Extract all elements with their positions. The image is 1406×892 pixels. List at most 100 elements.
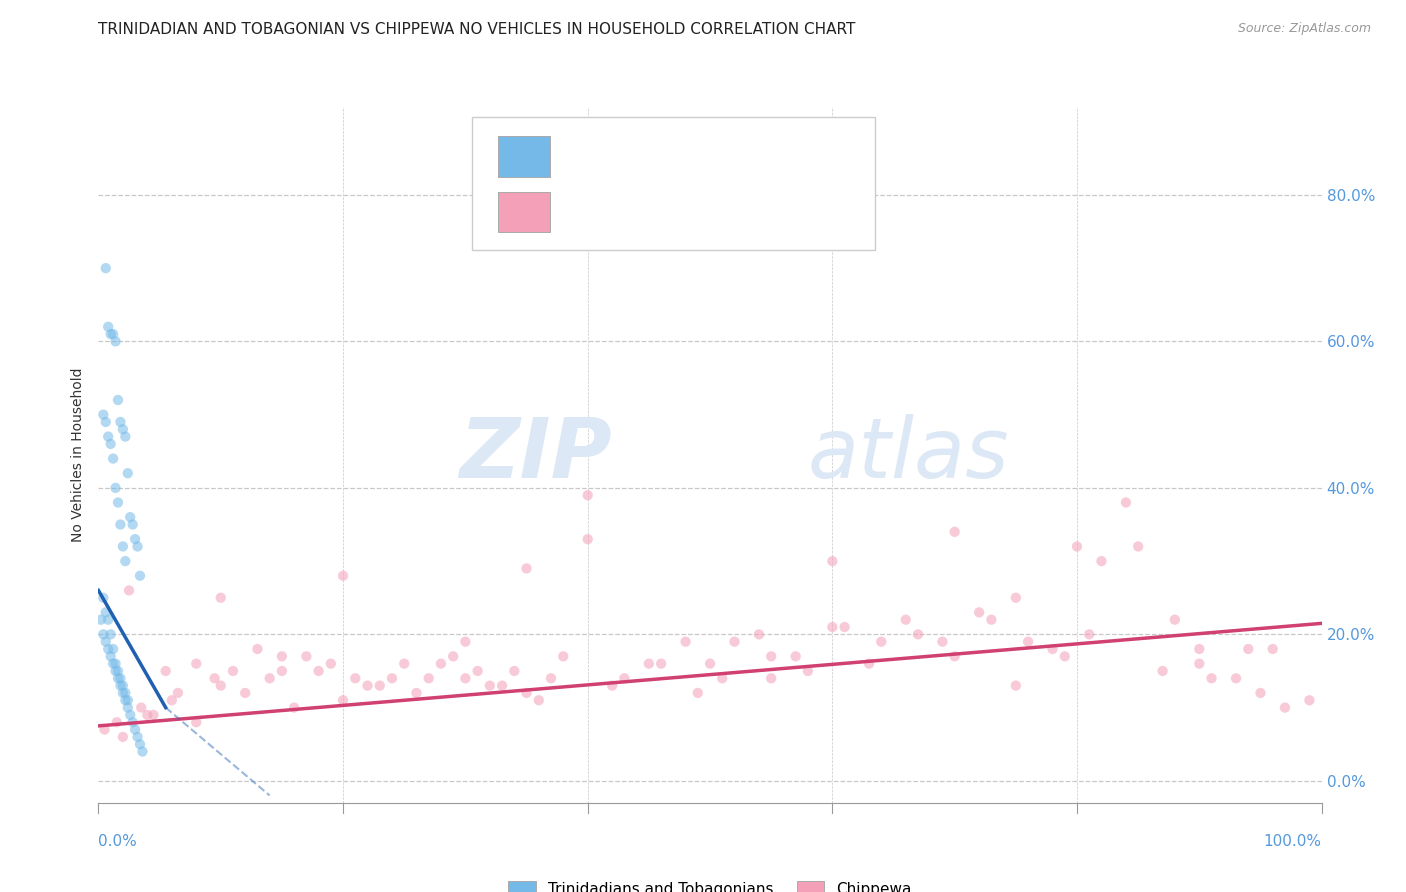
Point (97, 319, 120, 334)
Point (503, 664, 526, 678)
Point (270, 649, 294, 664)
Point (576, 532, 599, 546)
Point (392, 657, 416, 671)
Point (127, 540, 149, 554)
Point (467, 664, 489, 678)
Point (553, 649, 575, 664)
Point (821, 620, 844, 634)
Point (418, 671, 440, 685)
Point (785, 649, 807, 664)
Point (101, 327, 124, 342)
Point (209, 591, 232, 605)
FancyBboxPatch shape (471, 118, 875, 250)
Point (117, 693, 139, 707)
Point (104, 657, 127, 671)
Point (650, 657, 672, 671)
Point (97, 429, 120, 443)
Text: R = -0.205   N = 54: R = -0.205 N = 54 (564, 137, 725, 156)
Point (97, 613, 120, 627)
Point (91, 591, 114, 605)
Point (1237, 642, 1260, 657)
Point (1004, 591, 1026, 605)
Y-axis label: No Vehicles in Household: No Vehicles in Household (72, 368, 86, 542)
Point (101, 657, 124, 671)
Point (107, 664, 129, 678)
Point (478, 679, 501, 693)
Point (117, 467, 139, 481)
Point (111, 422, 134, 436)
Point (1201, 671, 1223, 685)
Point (107, 392, 129, 407)
Bar (498, 136, 550, 177)
Point (1090, 554, 1112, 568)
Point (332, 693, 354, 707)
Text: ZIP: ZIP (460, 415, 612, 495)
Text: R =  0.457   N = 96: R = 0.457 N = 96 (564, 195, 725, 213)
Point (761, 649, 783, 664)
Point (834, 620, 856, 634)
Point (117, 700, 139, 714)
Point (283, 700, 305, 714)
Point (454, 634, 477, 648)
Point (259, 671, 281, 685)
Point (356, 679, 378, 693)
Point (540, 671, 562, 685)
Point (186, 715, 208, 730)
Point (233, 686, 256, 700)
Point (931, 634, 953, 648)
Point (1004, 679, 1026, 693)
Point (1164, 613, 1187, 627)
Point (111, 730, 134, 744)
Point (1128, 540, 1150, 554)
Point (120, 510, 142, 524)
Point (101, 451, 124, 466)
Point (723, 634, 745, 648)
Point (1274, 700, 1296, 714)
Point (124, 723, 146, 737)
Point (967, 606, 990, 620)
Point (160, 693, 183, 707)
Point (858, 657, 880, 671)
Point (155, 664, 177, 678)
Point (907, 627, 929, 641)
Point (105, 715, 128, 730)
Point (1249, 686, 1271, 700)
Point (100, 627, 122, 641)
Point (136, 707, 159, 722)
Point (93, 723, 115, 737)
Point (204, 671, 226, 685)
Point (104, 481, 127, 495)
Point (222, 664, 245, 678)
Text: TRINIDADIAN AND TOBAGONIAN VS CHIPPEWA NO VEHICLES IN HOUSEHOLD CORRELATION CHAR: TRINIDADIAN AND TOBAGONIAN VS CHIPPEWA N… (98, 22, 856, 37)
Point (980, 613, 1002, 627)
Point (821, 554, 844, 568)
Point (381, 671, 404, 685)
Point (491, 679, 513, 693)
Point (1066, 540, 1088, 554)
Point (1188, 657, 1211, 671)
Point (111, 540, 134, 554)
Point (943, 524, 966, 539)
Point (894, 613, 917, 627)
Point (114, 554, 136, 568)
Point (441, 649, 464, 664)
Point (209, 679, 232, 693)
Point (101, 642, 124, 657)
Point (114, 429, 136, 443)
Point (121, 715, 143, 730)
Point (91, 408, 114, 422)
Point (110, 679, 132, 693)
Point (515, 561, 537, 575)
Point (870, 634, 893, 648)
Point (1152, 664, 1174, 678)
Point (454, 671, 477, 685)
Point (515, 686, 537, 700)
Point (127, 730, 149, 744)
Point (319, 657, 342, 671)
Point (1078, 627, 1101, 641)
Point (124, 532, 146, 546)
Point (430, 657, 453, 671)
Legend: Trinidadians and Tobagonians, Chippewa: Trinidadians and Tobagonians, Chippewa (502, 875, 918, 892)
Point (110, 415, 132, 429)
Point (167, 686, 190, 700)
